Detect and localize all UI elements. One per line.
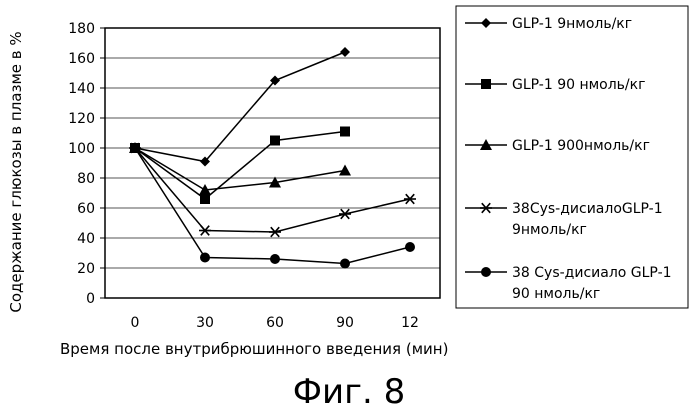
y-tick-label: 80 — [77, 171, 95, 187]
legend-label: GLP-1 90 нмоль/кг — [512, 77, 645, 93]
data-point — [200, 194, 210, 204]
data-point — [404, 194, 416, 204]
data-point — [339, 165, 351, 176]
legend-label: 38 Cys-дисиало GLP-1 — [512, 265, 672, 281]
data-point — [340, 127, 350, 137]
series-line — [135, 52, 345, 162]
series-layer — [129, 47, 416, 269]
y-tick-label: 120 — [68, 111, 95, 127]
legend: GLP-1 9нмоль/кг GLP-1 90 нмоль/кг GLP-1 90… — [456, 6, 688, 308]
x-axis-ticks: 0 30 60 90 12 — [131, 315, 419, 331]
x-tick-label: 12 — [401, 315, 419, 331]
x-tick-label: 0 — [131, 315, 140, 331]
y-axis-ticks: 0 20 40 60 80 100 120 140 160 180 — [68, 21, 105, 307]
series-1 — [130, 47, 350, 167]
y-tick-label: 100 — [68, 141, 95, 157]
y-tick-label: 20 — [77, 261, 95, 277]
figure-caption: Фиг. 8 — [293, 372, 405, 410]
legend-box — [456, 6, 688, 308]
y-tick-label: 160 — [68, 51, 95, 67]
legend-label: GLP-1 900нмоль/кг — [512, 138, 650, 154]
data-point — [269, 227, 281, 237]
series-line — [135, 132, 345, 200]
data-point — [340, 47, 350, 57]
data-point — [405, 242, 415, 252]
data-point — [130, 143, 140, 153]
legend-label: GLP-1 9нмоль/кг — [512, 16, 632, 32]
y-tick-label: 0 — [86, 291, 95, 307]
series-4 — [129, 143, 416, 237]
legend-label: 9нмоль/кг — [512, 222, 587, 238]
data-point — [200, 253, 210, 263]
y-tick-label: 40 — [77, 231, 95, 247]
legend-marker — [481, 267, 491, 277]
series-line — [135, 148, 410, 264]
y-tick-label: 180 — [68, 21, 95, 37]
series-5 — [130, 143, 415, 269]
data-point — [270, 254, 280, 264]
y-tick-label: 60 — [77, 201, 95, 217]
x-tick-label: 30 — [196, 315, 214, 331]
legend-marker — [481, 79, 491, 89]
y-axis-label: Содержание глюкозы в плазме в % — [7, 31, 25, 312]
data-point — [270, 136, 280, 146]
data-point — [199, 226, 211, 236]
data-point — [340, 259, 350, 269]
series-line — [135, 148, 410, 232]
x-axis-label: Время после внутрибрюшинного введения (м… — [60, 340, 448, 358]
legend-label: 90 нмоль/кг — [512, 286, 600, 302]
data-point — [339, 209, 351, 219]
legend-label: 38Cys-дисиалоGLP-1 — [512, 201, 663, 217]
x-tick-label: 90 — [336, 315, 354, 331]
y-tick-label: 140 — [68, 81, 95, 97]
x-tick-label: 60 — [266, 315, 284, 331]
